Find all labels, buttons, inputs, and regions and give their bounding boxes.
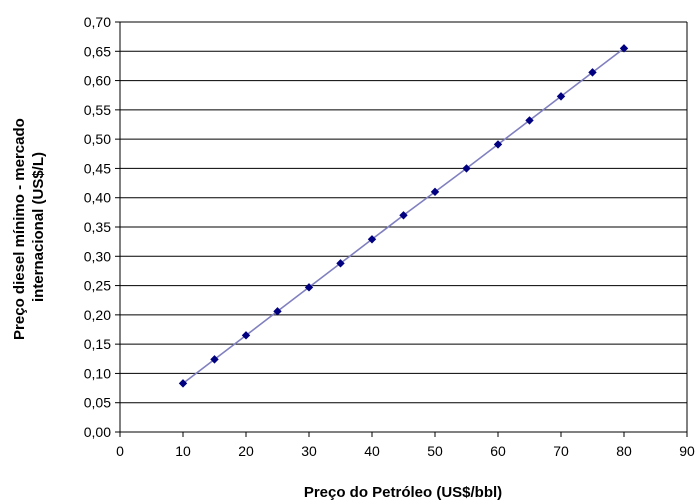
data-point-marker [399,211,408,220]
gridlines [120,21,687,433]
data-point-marker [367,235,377,244]
y-axis-title: Preço diesel mínimo - mercado internacio… [11,114,47,340]
y-tick-label: 0,65 [84,43,111,59]
x-tick-label: 30 [301,443,317,459]
x-tick-label: 20 [238,443,254,459]
y-tick-label: 0,00 [84,424,111,440]
data-point-marker [462,164,471,173]
y-tick-label: 0,40 [84,190,111,206]
data-point-marker [556,92,566,101]
y-tick-label: 0,50 [84,131,111,147]
y-axis-title-line-1: Preço diesel mínimo - mercado [11,118,28,340]
data-point-marker [493,140,503,149]
x-tick-label: 40 [364,443,380,459]
data-point-marker [304,283,314,292]
x-tick-label: 60 [490,443,506,459]
y-tick-label: 0,10 [84,365,111,381]
data-point-marker [241,331,251,340]
data-point-marker [178,379,188,388]
y-tick-label: 0,20 [84,307,111,323]
y-tick-label: 0,55 [84,102,111,118]
y-tick-label: 0,70 [84,14,111,30]
y-tick-label: 0,05 [84,395,111,411]
data-point-marker [210,355,219,364]
data-point-marker [619,44,629,53]
y-tick-labels: 0,00 0,05 0,10 0,15 0,20 0,25 0,30 0,35 0,40 0,45… [84,14,111,440]
data-point-marker [525,116,534,125]
x-tick-label: 50 [427,443,443,459]
x-tick-label: 90 [679,443,695,459]
x-tick-label: 0 [116,443,124,459]
y-tick-label: 0,25 [84,278,111,294]
x-tick-label: 70 [553,443,569,459]
y-axis-title-line-2: internacional (US$/L) [30,152,47,302]
x-axis-title: Preço do Petróleo (US$/bbl) [304,484,502,501]
y-tick-label: 0,30 [84,248,111,264]
x-tick-label: 80 [616,443,632,459]
data-point-marker [430,187,440,197]
y-tick-label: 0,60 [84,73,111,89]
y-tick-label: 0,15 [84,336,111,352]
data-point-marker [588,68,597,77]
data-point-marker [336,259,345,268]
axes [115,21,688,437]
x-tick-labels: 0 10 20 30 40 50 60 70 80 90 [116,443,695,459]
data-point-marker [273,307,282,316]
y-tick-label: 0,45 [84,160,111,176]
series-group [178,44,629,388]
y-tick-label: 0,35 [84,219,111,235]
x-tick-label: 10 [175,443,191,459]
